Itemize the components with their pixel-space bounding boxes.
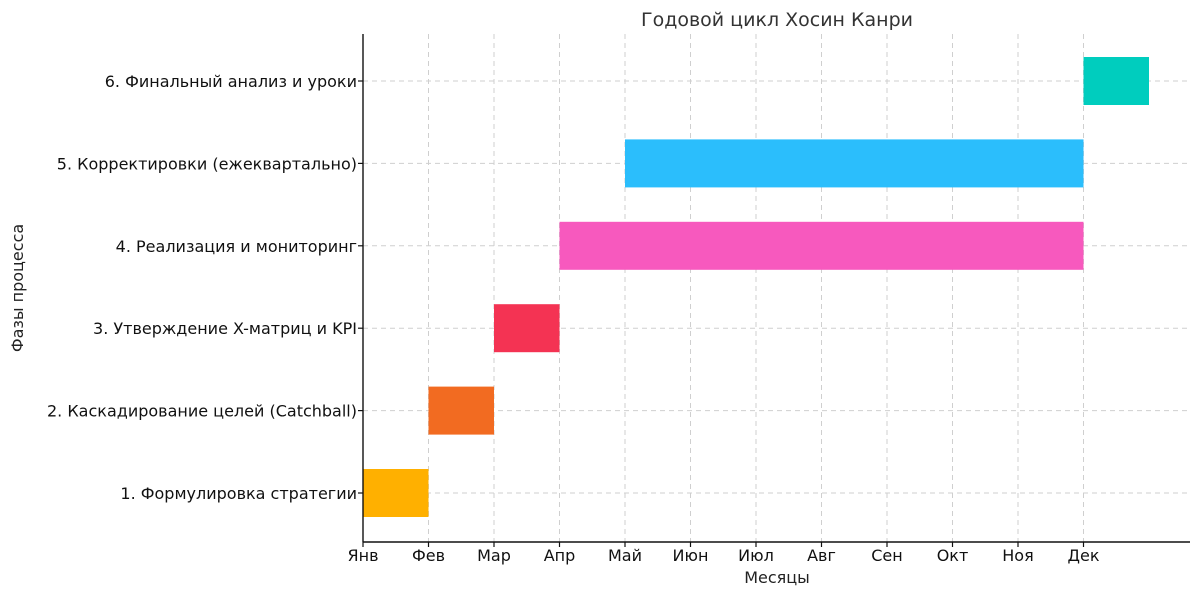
y-tick-label: 6. Финальный анализ и уроки: [105, 72, 357, 91]
x-tick-label: Июл: [738, 546, 774, 565]
y-axis-label: Фазы процесса: [8, 224, 27, 352]
x-tick-label: Окт: [937, 546, 969, 565]
task-bar: [428, 386, 494, 435]
y-tick-label: 2. Каскадирование целей (Catchball): [47, 402, 357, 421]
x-tick-label: Фев: [412, 546, 445, 565]
task-bar: [559, 221, 1084, 270]
y-tick-labels: 1. Формулировка стратегии 2. Каскадирован…: [47, 72, 357, 503]
x-tick-label: Май: [608, 546, 642, 565]
x-axis-label: Месяцы: [744, 568, 810, 587]
x-tick-label: Мар: [477, 546, 511, 565]
grid-layer: [358, 34, 1190, 547]
y-tick-label: 1. Формулировка стратегии: [120, 484, 357, 503]
x-tick-label: Янв: [347, 546, 378, 565]
task-bar: [363, 469, 429, 517]
task-bar: [625, 139, 1084, 188]
y-tick-label: 3. Утверждение X-матриц и KPI: [93, 319, 357, 338]
x-tick-label: Сен: [871, 546, 902, 565]
x-tick-label: Июн: [673, 546, 709, 565]
task-bar: [1083, 57, 1149, 105]
chart-title: Годовой цикл Хосин Канри: [641, 9, 913, 31]
x-tick-label: Апр: [544, 546, 576, 565]
y-tick-label: 5. Корректировки (ежеквартально): [57, 154, 357, 173]
y-tick-label: 4. Реализация и мониторинг: [116, 237, 357, 256]
x-tick-label: Дек: [1067, 546, 1099, 565]
x-tick-labels: Янв Фев Мар Апр Май Июн Июл Авг Сен Окт Ноя Дек: [347, 546, 1099, 565]
bar-layer: [363, 57, 1149, 517]
task-bar: [494, 304, 560, 353]
x-tick-label: Ноя: [1002, 546, 1033, 565]
x-tick-label: Авг: [807, 546, 836, 565]
